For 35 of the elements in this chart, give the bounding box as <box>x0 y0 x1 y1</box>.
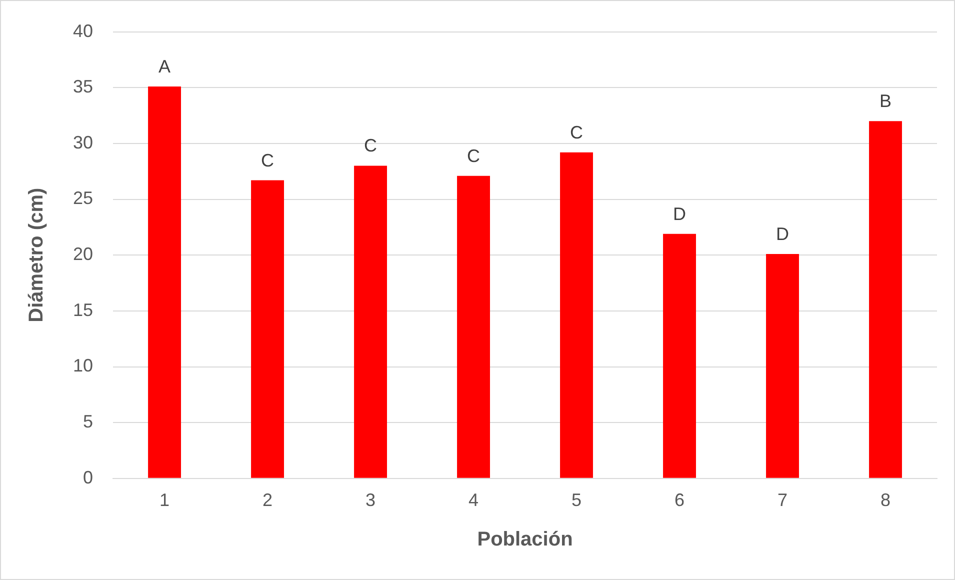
bar <box>663 234 696 478</box>
annotation: D <box>673 204 686 224</box>
y-tick-label: 5 <box>83 412 94 432</box>
y-tick-label: 15 <box>72 300 94 320</box>
annotation: A <box>158 56 171 76</box>
annotation: D <box>776 224 790 244</box>
y-axis-title: Diámetro (cm) <box>26 188 48 322</box>
x-tick-label: 3 <box>366 490 376 510</box>
x-tick-label: 8 <box>880 490 891 510</box>
bar <box>560 152 593 478</box>
bar <box>251 180 284 478</box>
x-tick-label: 5 <box>572 490 582 510</box>
y-tick-label: 30 <box>72 132 94 152</box>
bar <box>869 121 902 478</box>
y-tick-label: 10 <box>72 356 94 376</box>
annotation: C <box>261 150 274 170</box>
y-tick-label: 40 <box>72 20 94 41</box>
y-tick-label: 0 <box>83 467 94 488</box>
x-tick-label: 6 <box>674 490 685 510</box>
x-tick-label: 4 <box>468 490 479 510</box>
y-tick-label: 35 <box>72 76 94 97</box>
annotation: C <box>467 146 480 166</box>
bar <box>148 86 181 478</box>
annotation: C <box>570 122 584 142</box>
annotation: B <box>879 91 892 112</box>
x-tick-label: 7 <box>777 490 788 510</box>
x-axis-title: Población <box>477 528 573 551</box>
y-tick-label: 25 <box>72 188 94 208</box>
bar <box>354 166 387 478</box>
x-tick-label: 1 <box>160 490 170 510</box>
x-tick-label: 2 <box>262 490 273 510</box>
annotation: C <box>364 136 378 156</box>
bar <box>766 254 799 478</box>
y-tick-label: 20 <box>72 244 94 264</box>
bar <box>457 176 490 478</box>
